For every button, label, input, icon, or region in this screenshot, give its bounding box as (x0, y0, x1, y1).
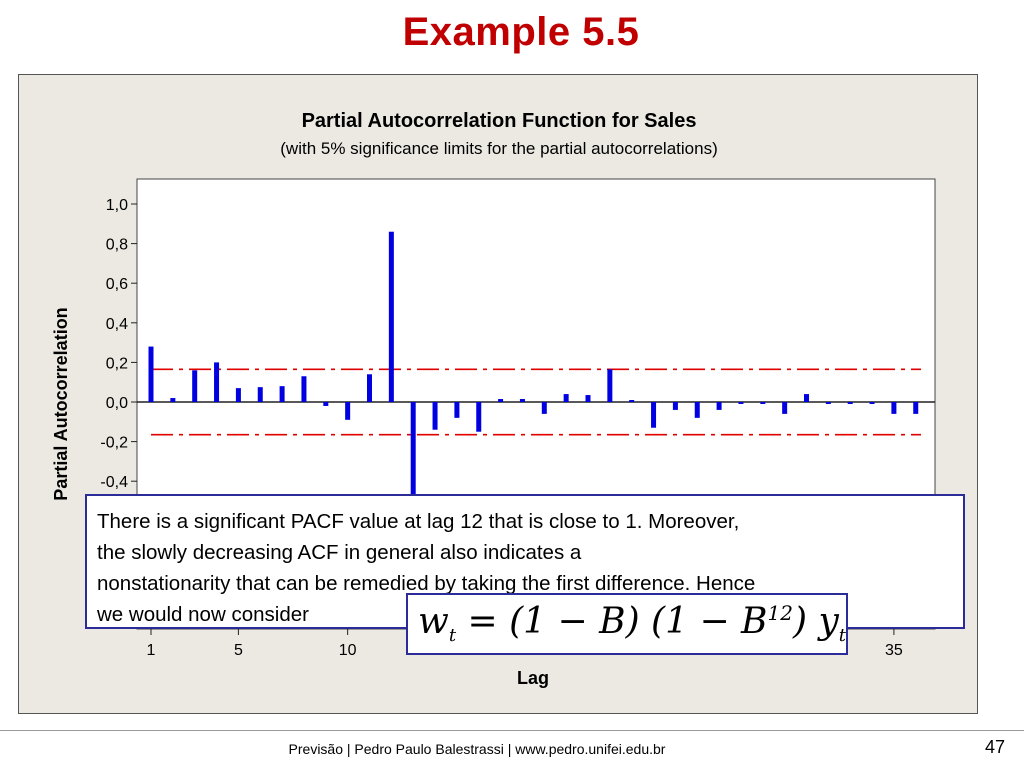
pacf-bar (214, 362, 220, 402)
chart-title: Partial Autocorrelation Function for Sal… (302, 110, 697, 132)
pacf-bar (192, 370, 198, 402)
pacf-bar (716, 402, 722, 410)
slide-title: Example 5.5 (402, 10, 640, 54)
pacf-bar (694, 402, 700, 418)
pacf-bar (847, 402, 853, 404)
pacf-bar (651, 402, 657, 428)
footer-divider (0, 730, 1024, 731)
callout-text: There is a significant PACF value at lag… (97, 510, 756, 626)
pacf-bar (782, 402, 788, 414)
formula-box: wt = (1 − B) (1 − B12) yt (406, 593, 848, 655)
y-tick-label: 0,0 (106, 395, 128, 412)
pacf-bar (476, 402, 482, 432)
x-tick-label: 35 (885, 642, 903, 659)
pacf-bar (257, 387, 263, 402)
pacf-bar (672, 402, 678, 410)
pacf-bar (498, 399, 504, 402)
pacf-bar (432, 402, 438, 430)
pacf-bar (891, 402, 897, 414)
chart-subtitle: (with 5% significance limits for the par… (280, 139, 717, 158)
x-tick-label: 1 (147, 642, 156, 659)
pacf-bar (301, 376, 307, 402)
pacf-bar (279, 386, 285, 402)
pacf-bar (804, 394, 809, 402)
y-axis-label: Partial Autocorrelation (51, 307, 71, 500)
x-tick-label: 5 (234, 642, 243, 659)
pacf-bar (541, 402, 547, 414)
y-tick-label: 1,0 (106, 197, 128, 214)
pacf-bar (345, 402, 351, 420)
pacf-bar (563, 394, 569, 402)
footer-text: Previsão | Pedro Paulo Balestrassi | www… (288, 741, 666, 757)
pacf-bar (869, 402, 875, 404)
pacf-bar (585, 395, 591, 402)
pacf-bar (738, 402, 744, 404)
pacf-bar (519, 399, 525, 402)
x-axis-label: Lag (517, 668, 549, 688)
pacf-bar (367, 374, 372, 402)
formula-equation: wt = (1 − B) (1 − B12) yt (418, 601, 847, 647)
pacf-bar (825, 402, 831, 404)
pacf-bar (170, 398, 176, 402)
y-tick-label: 0,8 (106, 237, 128, 254)
pacf-bar (235, 388, 241, 402)
y-tick-label: 0,6 (106, 276, 128, 293)
y-tick-label: -0,2 (100, 435, 128, 452)
x-tick-label: 10 (339, 642, 357, 659)
pacf-bar (629, 400, 635, 402)
y-tick-label: 0,4 (106, 316, 128, 333)
pacf-bar (913, 402, 919, 414)
page-number: 47 (985, 737, 1006, 757)
y-tick-label: -0,4 (100, 474, 128, 491)
pacf-bar (607, 369, 613, 402)
pacf-bar (410, 402, 416, 511)
pacf-bar (454, 402, 460, 418)
pacf-bar (323, 402, 329, 406)
pacf-bar (760, 402, 766, 404)
pacf-bar (148, 346, 154, 402)
y-tick-label: 0,2 (106, 355, 128, 372)
pacf-bar (388, 231, 394, 402)
